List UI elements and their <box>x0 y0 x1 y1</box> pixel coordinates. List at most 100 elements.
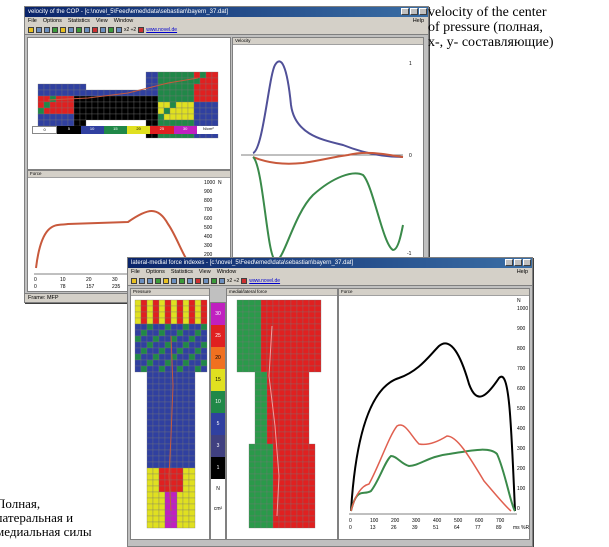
force-cell <box>266 443 274 451</box>
maximize-button[interactable] <box>514 259 522 266</box>
window-title-bar[interactable]: lateral-medial force indexes - [c:\novel… <box>128 258 532 268</box>
folder-icon[interactable] <box>60 26 66 33</box>
pressure-cell <box>115 113 123 121</box>
open-icon[interactable] <box>131 277 137 284</box>
pressure-cell <box>164 359 172 367</box>
force-cell <box>290 491 298 499</box>
pressure-cell <box>188 443 196 451</box>
pressure-cell <box>152 521 160 529</box>
force-cell <box>254 515 262 523</box>
pressure-cell <box>182 467 190 475</box>
force-cell <box>254 383 262 391</box>
website-link[interactable]: www.novel.de <box>249 277 281 284</box>
close-button[interactable] <box>419 8 427 15</box>
table-icon[interactable] <box>203 277 209 284</box>
pressure-cell <box>37 89 45 97</box>
print-icon[interactable] <box>147 277 153 284</box>
pressure-cell <box>158 341 166 349</box>
open-icon[interactable] <box>28 26 34 33</box>
force-cell <box>272 371 280 379</box>
minimize-button[interactable] <box>401 8 409 15</box>
pressure-cell <box>43 83 51 91</box>
pressure-cell <box>152 473 160 481</box>
legend-3: 3 <box>211 435 225 457</box>
grid-icon[interactable] <box>84 26 90 33</box>
pressure-cell <box>164 383 172 391</box>
zoom-icon[interactable] <box>219 277 225 284</box>
force-cell <box>248 341 256 349</box>
pressure-cell <box>152 437 160 445</box>
force-cell <box>254 431 262 439</box>
menu-help[interactable]: Help <box>412 18 424 24</box>
pressure-cell <box>127 101 135 109</box>
force-cell <box>254 323 262 331</box>
y-velocity-curve <box>252 156 404 262</box>
pressure-cell <box>182 515 190 523</box>
zoom-factor[interactable]: x2 ÷2 <box>124 26 137 33</box>
website-link[interactable]: www.novel.de <box>146 26 178 33</box>
menu-options[interactable]: Options <box>42 18 62 24</box>
copy-icon[interactable] <box>68 26 74 33</box>
print-icon[interactable] <box>44 26 50 33</box>
pressure-footprint <box>134 299 208 529</box>
pressure-pane-title: Pressure <box>131 289 209 296</box>
force-cell <box>260 497 268 505</box>
force-ytick: 600 <box>204 216 213 222</box>
pressure-cell <box>97 107 105 115</box>
force-cell <box>272 311 280 319</box>
chart-icon[interactable] <box>108 26 114 33</box>
folder-icon[interactable] <box>163 277 169 284</box>
pressure-cell <box>164 419 172 427</box>
foot-icon[interactable] <box>179 277 185 284</box>
pressure-cell <box>176 515 184 523</box>
force-xtick-bottom: 0 <box>349 525 352 531</box>
legend-20: 20 <box>211 347 225 369</box>
graph-icon[interactable] <box>52 26 58 33</box>
pressure-cell <box>146 413 154 421</box>
menu-file[interactable]: File <box>131 269 140 275</box>
pressure-cell <box>176 485 184 493</box>
chart-icon[interactable] <box>211 277 217 284</box>
force-cell <box>284 467 292 475</box>
minimize-button[interactable] <box>505 259 513 266</box>
close-button[interactable] <box>523 259 531 266</box>
pressure-cell <box>194 317 202 325</box>
force-cell <box>314 305 322 313</box>
force-cell <box>266 311 274 319</box>
save-icon[interactable] <box>36 26 42 33</box>
menu-help[interactable]: Help <box>516 269 528 275</box>
menu-window[interactable]: Window <box>216 269 237 275</box>
table-icon[interactable] <box>100 26 106 33</box>
menu-view[interactable]: View <box>198 269 211 275</box>
graph-icon[interactable] <box>155 277 161 284</box>
zoom-factor[interactable]: x2 ÷2 <box>227 277 240 284</box>
copy-icon[interactable] <box>171 277 177 284</box>
pressure-cell <box>164 317 172 325</box>
save-icon[interactable] <box>139 277 145 284</box>
menu-window[interactable]: Window <box>113 18 134 24</box>
pressure-cell <box>152 341 160 349</box>
menu-options[interactable]: Options <box>145 269 165 275</box>
record-icon[interactable] <box>195 277 201 284</box>
window-title-bar[interactable]: velocity of the COP - [c:\novel_5\Feed\e… <box>25 7 428 17</box>
pressure-cell <box>133 107 141 115</box>
pressure-cell <box>151 95 159 103</box>
force-ytick: 200 <box>204 252 213 258</box>
foot-icon[interactable] <box>76 26 82 33</box>
menu-statistics[interactable]: Statistics <box>170 269 193 275</box>
pressure-cell <box>200 299 208 307</box>
menu-statistics[interactable]: Statistics <box>67 18 90 24</box>
pressure-cell <box>158 503 166 511</box>
record-icon[interactable] <box>92 26 98 33</box>
menu-view[interactable]: View <box>95 18 108 24</box>
menu-file[interactable]: File <box>28 18 37 24</box>
zoom-icon[interactable] <box>116 26 122 33</box>
x-velocity-curve <box>252 151 404 165</box>
pressure-cell <box>37 113 45 121</box>
force-x-ticks: 0 100 200 300 400 500 600 700 0 13 26 39 51 64 77 89 ms … <box>349 518 529 531</box>
grid-icon[interactable] <box>187 277 193 284</box>
maximize-button[interactable] <box>410 8 418 15</box>
force-cell <box>284 437 292 445</box>
pressure-cell <box>146 515 154 523</box>
pressure-cell <box>67 89 75 97</box>
